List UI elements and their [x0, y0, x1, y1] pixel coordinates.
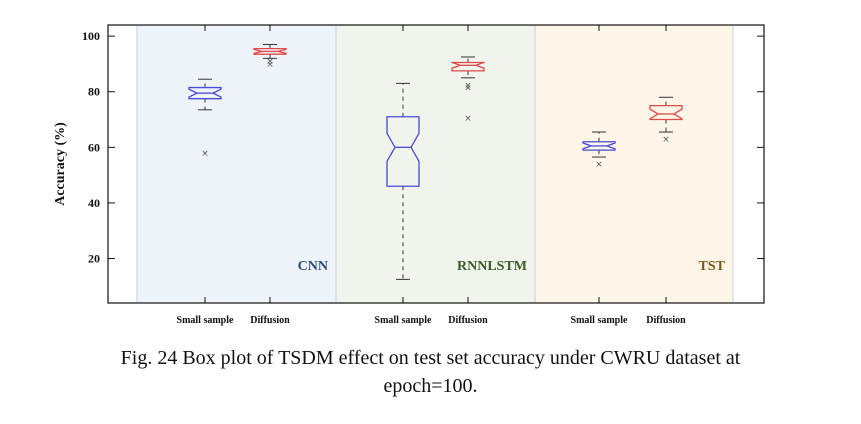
- box: [386, 116, 420, 187]
- y-tick-label: 20: [88, 252, 100, 266]
- y-tick-label: 80: [88, 85, 100, 99]
- y-tick-label: 40: [88, 196, 100, 210]
- figure-caption: Fig. 24 Box plot of TSDM effect on test …: [0, 344, 861, 400]
- x-tick-label: Small sample: [177, 315, 235, 326]
- box-plot: 20 40 60 80 100 Accuracy (%) × Small sample × × Di…: [53, 24, 765, 326]
- caption-line-2: epoch=100.: [383, 375, 478, 397]
- y-axis-label: Accuracy (%): [53, 122, 68, 206]
- box: [451, 61, 485, 72]
- x-tick-label: Diffusion: [250, 315, 290, 326]
- outlier-point: ×: [464, 81, 472, 91]
- outlier-point: ×: [266, 57, 274, 67]
- panel-background-rnnlstm: [335, 24, 536, 304]
- outlier-point: ×: [201, 149, 209, 159]
- y-tick-label: 60: [88, 140, 100, 154]
- box: [188, 86, 222, 100]
- box: [582, 141, 616, 151]
- x-tick-label: Diffusion: [646, 315, 686, 326]
- outlier-point: ×: [464, 84, 472, 94]
- outlier-point: ×: [662, 135, 670, 145]
- outlier-point: ×: [266, 60, 274, 70]
- outlier-point: ×: [464, 114, 472, 124]
- x-tick-label: Small sample: [571, 315, 629, 326]
- caption-line-1: Fig. 24 Box plot of TSDM effect on test …: [120, 347, 741, 369]
- plot-frame: [107, 24, 765, 304]
- outlier-point: ×: [595, 160, 603, 170]
- panel-background-cnn: [136, 24, 337, 304]
- panel-label-cnn: CNN: [298, 259, 328, 274]
- x-tick-label: Diffusion: [448, 315, 488, 326]
- box: [253, 47, 287, 55]
- panel-label-tst: TST: [699, 259, 726, 274]
- y-tick-label: 100: [82, 29, 100, 43]
- x-tick-label: Small sample: [375, 315, 433, 326]
- panel-label-rnnlstm: RNNLSTM: [457, 259, 527, 274]
- box: [649, 104, 683, 121]
